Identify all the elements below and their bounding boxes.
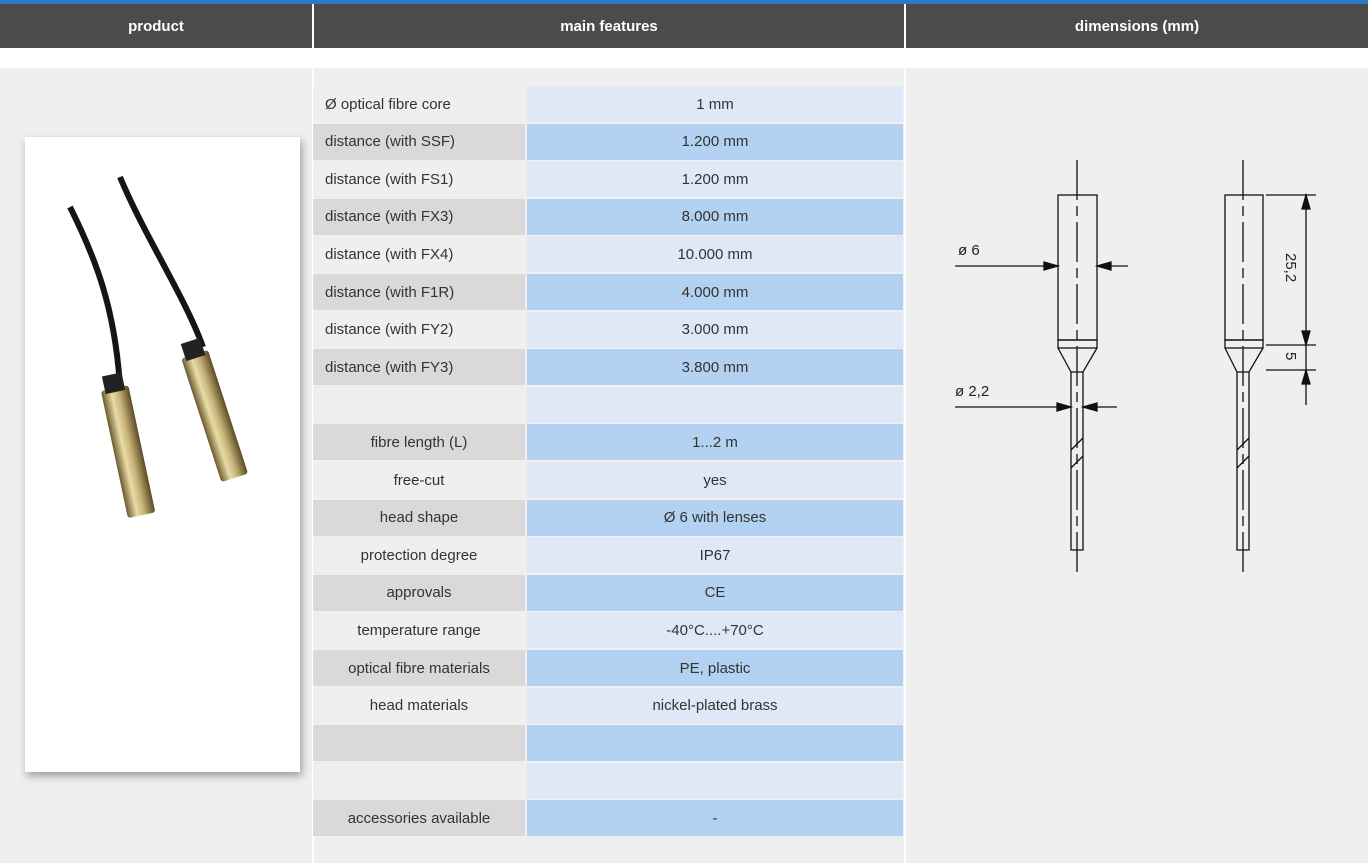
top-accent xyxy=(0,0,1368,4)
feature-value: 1.200 mm xyxy=(527,123,903,160)
feature-value: 3.000 mm xyxy=(527,311,903,348)
feature-value: - xyxy=(527,800,903,837)
product-illustration xyxy=(67,175,248,518)
feature-label: distance (with F1R) xyxy=(313,274,525,310)
feature-label: optical fibre materials xyxy=(313,650,525,686)
feature-label: approvals xyxy=(313,574,525,611)
header-cell: main features xyxy=(314,4,904,48)
feature-label: accessories available xyxy=(313,800,525,837)
feature-label xyxy=(313,762,525,799)
feature-label: head materials xyxy=(313,687,525,724)
feature-value xyxy=(527,762,903,799)
dimensions-panel xyxy=(906,68,1368,863)
feature-value: Ø 6 with lenses xyxy=(527,499,903,536)
feature-value: -40°C....+70°C xyxy=(527,612,903,649)
feature-label: temperature range xyxy=(313,612,525,649)
feature-value: IP67 xyxy=(527,537,903,574)
feature-value: yes xyxy=(527,462,903,498)
feature-label: head shape xyxy=(313,499,525,536)
feature-label: distance (with FX4) xyxy=(313,236,525,273)
feature-value: 1.200 mm xyxy=(527,161,903,198)
feature-label: free-cut xyxy=(313,462,525,498)
feature-value: 8.000 mm xyxy=(527,198,903,235)
feature-value: nickel-plated brass xyxy=(527,687,903,724)
feature-value: 4.000 mm xyxy=(527,274,903,310)
feature-label: protection degree xyxy=(313,537,525,574)
feature-label: distance (with FY2) xyxy=(313,311,525,348)
header-cell: product xyxy=(0,4,312,48)
feature-label: distance (with SSF) xyxy=(313,123,525,160)
header-cell: dimensions (mm) xyxy=(906,4,1368,48)
feature-label: Ø optical fibre core xyxy=(313,86,525,122)
dimension-label: 25,2 xyxy=(1282,253,1299,282)
feature-value xyxy=(527,725,903,762)
feature-value: 1 mm xyxy=(527,86,903,122)
feature-value: PE, plastic xyxy=(527,650,903,686)
feature-label: fibre length (L) xyxy=(313,424,525,461)
dimension-label: ø 6 xyxy=(958,242,980,259)
product-image xyxy=(25,137,300,772)
feature-value: 10.000 mm xyxy=(527,236,903,273)
feature-value xyxy=(527,386,903,423)
feature-label: distance (with FS1) xyxy=(313,161,525,198)
feature-value: 1...2 m xyxy=(527,424,903,461)
feature-label: distance (with FY3) xyxy=(313,349,525,386)
feature-value: 3.800 mm xyxy=(527,349,903,386)
dimension-drawing: ø 6 ø 2,2 25,2 5 xyxy=(955,160,1316,578)
dimension-label: 5 xyxy=(1282,352,1299,360)
feature-label xyxy=(313,386,525,423)
feature-label xyxy=(313,725,525,762)
feature-label: distance (with FX3) xyxy=(313,198,525,235)
feature-value: CE xyxy=(527,574,903,611)
dimension-label: ø 2,2 xyxy=(955,383,989,400)
